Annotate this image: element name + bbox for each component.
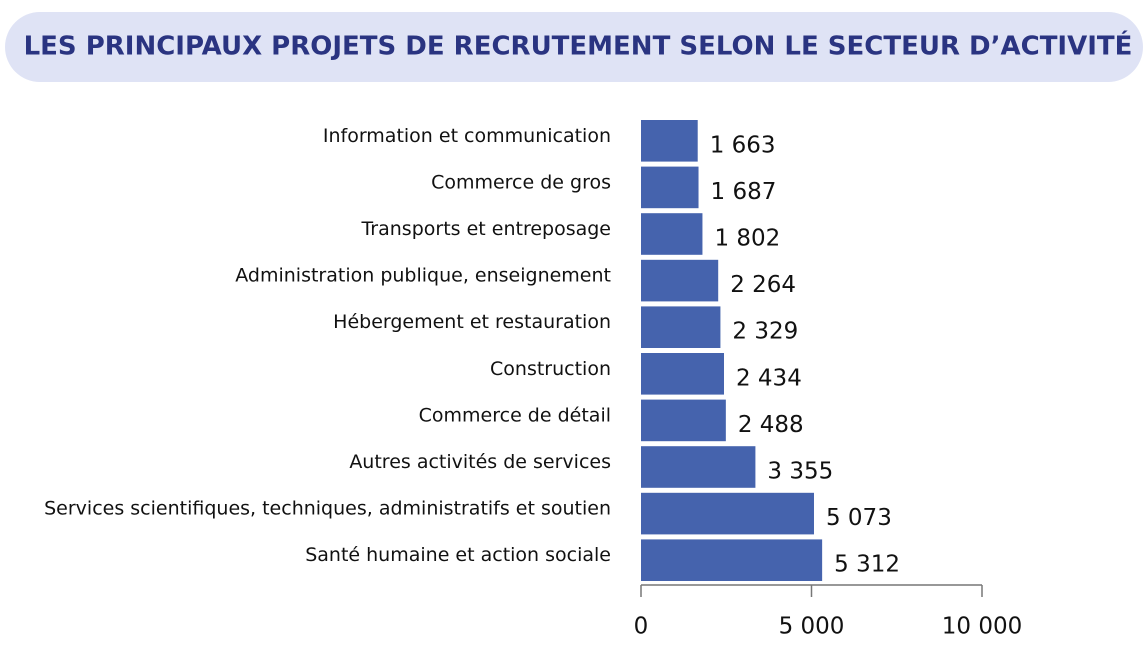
category-label: Santé humaine et action sociale bbox=[305, 544, 611, 566]
x-tick-label: 10 000 bbox=[942, 614, 1022, 640]
title-banner bbox=[5, 12, 1143, 82]
x-tick-label: 0 bbox=[634, 614, 649, 640]
bar bbox=[641, 446, 756, 488]
value-label: 5 312 bbox=[834, 552, 900, 578]
category-label: Services scientifiques, techniques, admi… bbox=[44, 498, 611, 520]
bar bbox=[641, 259, 719, 302]
value-label: 2 488 bbox=[738, 412, 804, 438]
value-label: 1 687 bbox=[711, 179, 777, 205]
bar bbox=[641, 213, 703, 255]
value-label: 2 329 bbox=[732, 319, 798, 345]
chart-title: LES PRINCIPAUX PROJETS DE RECRUTEMENT SE… bbox=[24, 30, 1133, 62]
value-label: 3 355 bbox=[767, 459, 833, 485]
category-label: Administration publique, enseignement bbox=[235, 265, 611, 287]
bar bbox=[641, 353, 724, 395]
category-label: Information et communication bbox=[323, 125, 611, 147]
category-label: Autres activités de services bbox=[349, 451, 611, 473]
category-label: Construction bbox=[490, 358, 611, 380]
value-label: 2 264 bbox=[730, 272, 796, 298]
x-tick-label: 5 000 bbox=[779, 614, 845, 640]
category-label: Hébergement et restauration bbox=[333, 311, 611, 333]
value-label: 2 434 bbox=[736, 365, 802, 391]
category-label: Commerce de détail bbox=[419, 404, 611, 426]
category-label: Commerce de gros bbox=[431, 171, 611, 193]
bar bbox=[641, 539, 823, 581]
category-label: Transports et entreposage bbox=[360, 218, 611, 240]
bar bbox=[641, 120, 698, 162]
bar bbox=[641, 399, 726, 442]
value-label: 1 663 bbox=[710, 132, 776, 158]
bar bbox=[641, 306, 721, 348]
bar bbox=[641, 492, 814, 535]
value-label: 1 802 bbox=[714, 226, 780, 252]
bar bbox=[641, 166, 699, 209]
value-label: 5 073 bbox=[826, 505, 892, 531]
